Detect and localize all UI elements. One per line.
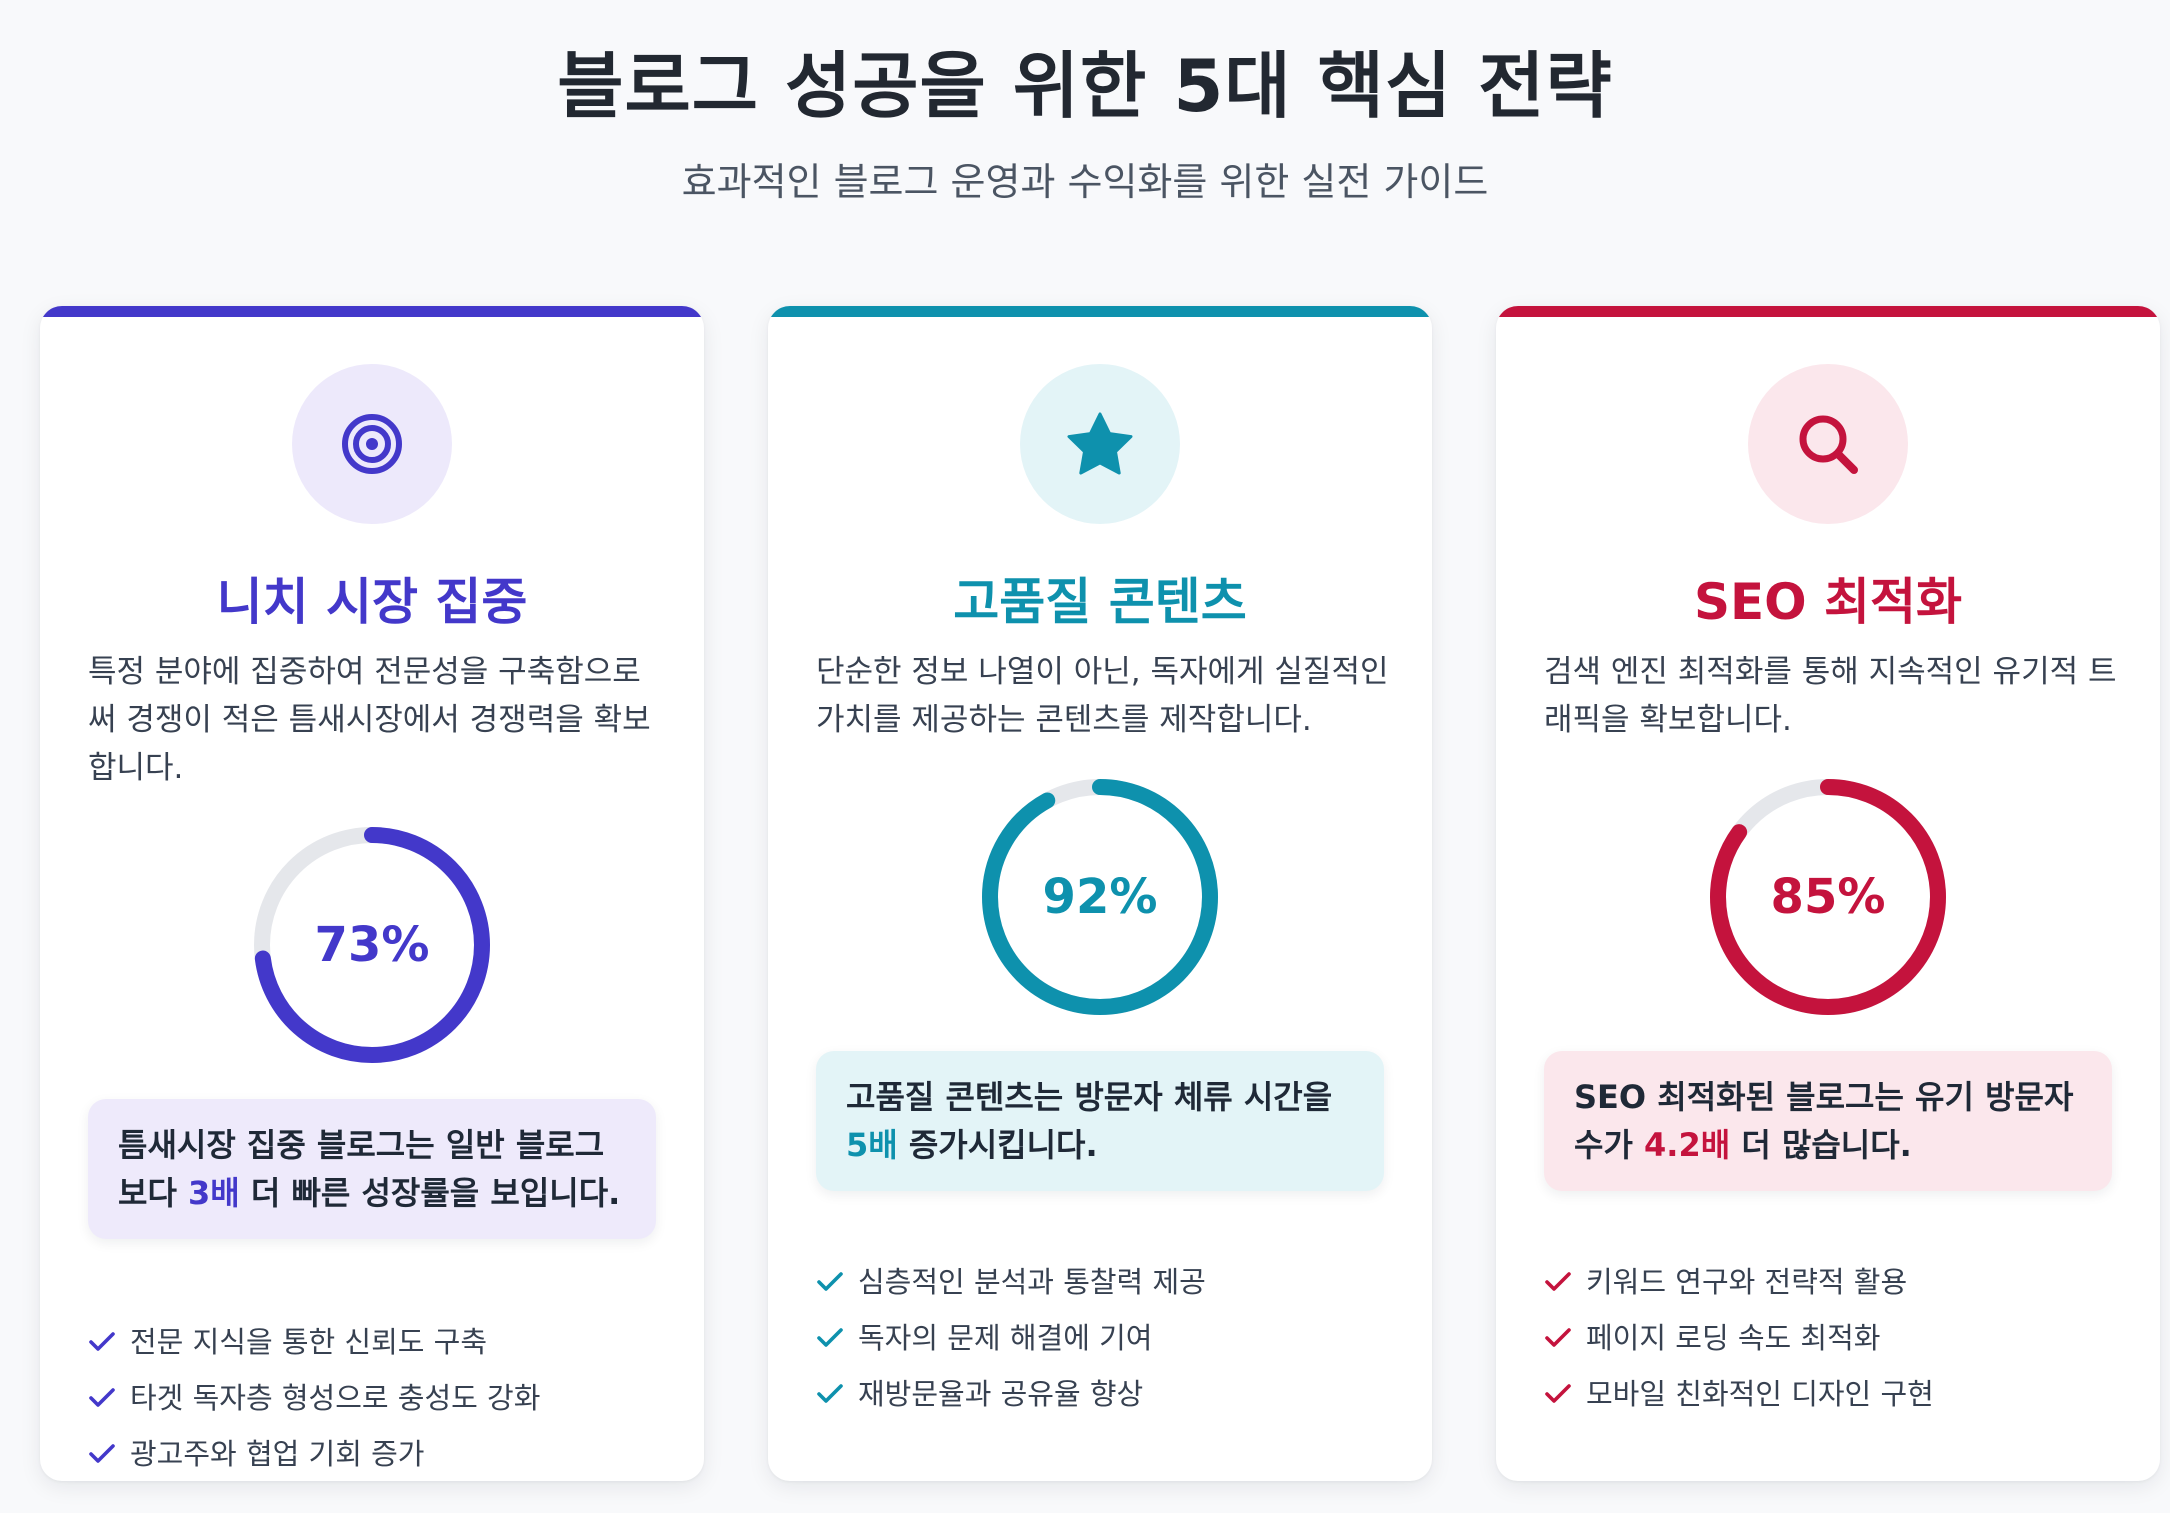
list-item-label: 재방문율과 공유율 향상 bbox=[858, 1377, 1144, 1411]
card-description: 검색 엔진 최적화를 통해 지속적인 유기적 트래픽을 확보합니다. bbox=[1544, 654, 2117, 738]
list-item: 광고주와 협업 기회 증가 bbox=[88, 1426, 668, 1481]
highlight-stat-box: 고품질 콘텐츠는 방문자 체류 시간을 5배 증가시킵니다. bbox=[816, 1051, 1384, 1191]
list-item: 모바일 친화적인 디자인 구현 bbox=[1544, 1366, 2124, 1422]
card-icon-badge bbox=[1020, 364, 1180, 524]
check-icon bbox=[817, 1328, 843, 1347]
highlight-stat-box: 틈새시장 집중 블로그는 일반 블로그보다 3배 더 빠른 성장률을 보입니다. bbox=[88, 1099, 656, 1239]
check-icon bbox=[89, 1332, 115, 1351]
list-item-label: 전문 지식을 통한 신뢰도 구축 bbox=[130, 1325, 488, 1359]
strategy-card-niche: 니치 시장 집중 특정 분야에 집중하여 전문성을 구축함으로써 경쟁이 적은 … bbox=[40, 306, 704, 1481]
highlight-emphasis: 4.2배 bbox=[1644, 1126, 1731, 1164]
progress-ring bbox=[254, 827, 490, 1063]
star-icon bbox=[1067, 412, 1133, 475]
page-subtitle: 효과적인 블로그 운영과 수익화를 위한 실전 가이드 bbox=[681, 160, 1489, 204]
highlight-text-end: 증가시킵니다. bbox=[897, 1126, 1098, 1164]
target-icon bbox=[342, 414, 402, 474]
card-description: 특정 분야에 집중하여 전문성을 구축함으로써 경쟁이 적은 틈새시장에서 경쟁… bbox=[88, 654, 651, 786]
highlight-text-end: 더 많습니다. bbox=[1730, 1126, 1912, 1164]
list-item-label: 페이지 로딩 속도 최적화 bbox=[1586, 1321, 1881, 1355]
highlight-text-start: 틈새시장 집중 블로그는 일반 블로그보다 bbox=[118, 1126, 605, 1212]
progress-ring-fill bbox=[254, 827, 490, 1063]
page-title: 블로그 성공을 위한 5대 핵심 전략 bbox=[557, 44, 1613, 128]
card-title: SEO 최적화 bbox=[1693, 573, 1963, 631]
check-icon bbox=[1545, 1272, 1571, 1291]
highlight-text-end: 더 빠른 성장률을 보입니다. bbox=[239, 1174, 621, 1212]
list-item: 키워드 연구와 전략적 활용 bbox=[1544, 1254, 2124, 1310]
check-icon bbox=[817, 1384, 843, 1403]
card-description: 단순한 정보 나열이 아닌, 독자에게 실질적인 가치를 제공하는 콘텐츠를 제… bbox=[816, 654, 1389, 738]
check-icon bbox=[1545, 1328, 1571, 1347]
card-accent-bar bbox=[40, 306, 704, 317]
highlight-stat-box: SEO 최적화된 블로그는 유기 방문자 수가 4.2배 더 많습니다. bbox=[1544, 1051, 2112, 1191]
list-item: 페이지 로딩 속도 최적화 bbox=[1544, 1310, 2124, 1366]
progress-value: 85% bbox=[1770, 869, 1886, 925]
list-item: 전문 지식을 통한 신뢰도 구축 bbox=[88, 1314, 668, 1370]
card-accent-bar bbox=[1496, 306, 2160, 317]
progress-ring-fill bbox=[1710, 779, 1946, 1015]
check-icon bbox=[1545, 1384, 1571, 1403]
strategy-card-quality-content: 고품질 콘텐츠 단순한 정보 나열이 아닌, 독자에게 실질적인 가치를 제공하… bbox=[768, 306, 1432, 1481]
benefit-list: 전문 지식을 통한 신뢰도 구축 타겟 독자층 형성으로 충성도 강화 광고주와… bbox=[88, 1314, 668, 1481]
list-item: 타겟 독자층 형성으로 충성도 강화 bbox=[88, 1370, 668, 1426]
card-icon-badge bbox=[1748, 364, 1908, 524]
card-accent-bar bbox=[768, 306, 1432, 317]
progress-ring bbox=[1710, 779, 1946, 1015]
card-icon-badge bbox=[292, 364, 452, 524]
search-icon bbox=[1799, 415, 1858, 474]
progress-ring-fill bbox=[982, 779, 1218, 1015]
list-item-label: 타겟 독자층 형성으로 충성도 강화 bbox=[130, 1381, 541, 1415]
list-item-label: 모바일 친화적인 디자인 구현 bbox=[1586, 1377, 1934, 1411]
strategy-card-seo: SEO 최적화 검색 엔진 최적화를 통해 지속적인 유기적 트래픽을 확보합니… bbox=[1496, 306, 2160, 1481]
highlight-text-start: 고품질 콘텐츠는 방문자 체류 시간을 bbox=[846, 1078, 1333, 1116]
highlight-text-start: SEO 최적화된 블로그는 유기 방문자 수가 bbox=[1574, 1078, 2074, 1164]
list-item-label: 광고주와 협업 기회 증가 bbox=[130, 1437, 425, 1471]
benefit-list: 심층적인 분석과 통찰력 제공 독자의 문제 해결에 기여 재방문율과 공유율 … bbox=[816, 1254, 1396, 1422]
list-item: 심층적인 분석과 통찰력 제공 bbox=[816, 1254, 1396, 1310]
list-item: 재방문율과 공유율 향상 bbox=[816, 1366, 1396, 1422]
benefit-list: 키워드 연구와 전략적 활용 페이지 로딩 속도 최적화 모바일 친화적인 디자… bbox=[1544, 1254, 2124, 1422]
progress-value: 73% bbox=[314, 917, 430, 973]
list-item-label: 심층적인 분석과 통찰력 제공 bbox=[858, 1265, 1206, 1299]
list-item-label: 키워드 연구와 전략적 활용 bbox=[1586, 1265, 1908, 1299]
list-item-label: 독자의 문제 해결에 기여 bbox=[858, 1321, 1153, 1355]
list-item: 독자의 문제 해결에 기여 bbox=[816, 1310, 1396, 1366]
progress-ring bbox=[982, 779, 1218, 1015]
highlight-emphasis: 5배 bbox=[846, 1126, 898, 1164]
check-icon bbox=[89, 1388, 115, 1407]
check-icon bbox=[817, 1272, 843, 1291]
card-title: 니치 시장 집중 bbox=[216, 573, 528, 631]
card-title: 고품질 콘텐츠 bbox=[953, 573, 1247, 631]
check-icon bbox=[89, 1444, 115, 1463]
highlight-emphasis: 3배 bbox=[188, 1174, 240, 1212]
progress-value: 92% bbox=[1042, 869, 1158, 925]
